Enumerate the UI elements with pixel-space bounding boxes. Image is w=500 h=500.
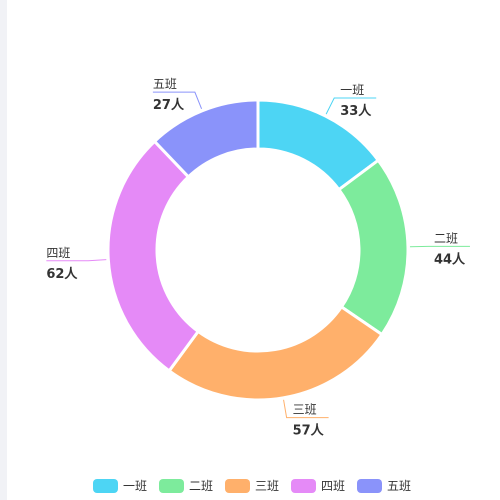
slice-2[interactable] [337,158,410,337]
slice-4[interactable] [106,139,200,373]
legend-swatch-2 [159,479,184,493]
slice-label-name-1: 一班 [340,83,364,97]
legend-swatch-4 [291,479,316,493]
slice-label-value-4: 62人 [46,266,78,282]
slice-label-name-5: 五班 [153,77,177,91]
slice-label-name-2: 二班 [434,231,458,245]
legend-label-1: 一班 [123,479,147,493]
legend-item-3[interactable]: 三班 [225,479,279,493]
legend-item-4[interactable]: 四班 [291,479,345,493]
slice-label-name-3: 三班 [293,403,317,417]
slice-label-value-1: 33人 [340,103,372,119]
leader-line-1 [325,97,377,115]
legend-label-3: 三班 [255,479,279,493]
slice-label-value-3: 57人 [293,423,325,439]
legend-item-1[interactable]: 一班 [93,479,147,493]
legend-swatch-3 [225,479,250,493]
legend-swatch-5 [357,479,382,493]
slice-label-value-2: 44人 [434,251,466,267]
legend-item-2[interactable]: 二班 [159,479,213,493]
legend-item-5[interactable]: 五班 [357,479,411,493]
left-border-strip [0,0,7,500]
legend-label-2: 二班 [189,479,213,493]
slice-3[interactable] [167,305,384,402]
slice-label-value-5: 27人 [153,97,185,113]
leader-line-5 [152,91,203,110]
slice-5[interactable] [153,98,260,179]
legend-swatch-1 [93,479,118,493]
leaders-layer [46,91,470,419]
leader-line-3 [283,399,329,419]
legend-label-5: 五班 [387,479,411,493]
legend-label-4: 四班 [321,479,345,493]
slice-label-name-4: 四班 [46,246,70,260]
slices-layer [106,98,410,402]
leader-line-4 [46,259,107,262]
legend[interactable]: 一班 二班 三班 四班 五班 [93,479,411,493]
